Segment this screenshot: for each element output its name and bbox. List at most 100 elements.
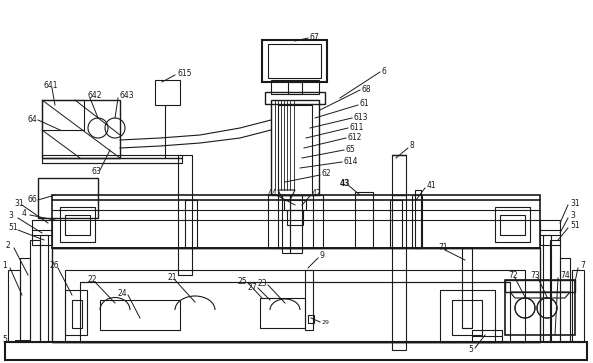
Bar: [42, 155, 182, 163]
Bar: [412, 195, 422, 248]
Text: 72: 72: [508, 270, 518, 280]
Text: 68: 68: [362, 85, 372, 94]
Text: 611: 611: [350, 122, 364, 131]
Bar: [271, 80, 319, 94]
Text: 43: 43: [340, 179, 350, 188]
Bar: [278, 105, 312, 195]
Text: 643: 643: [120, 90, 135, 99]
Text: 3: 3: [8, 212, 13, 220]
Text: 31: 31: [570, 199, 579, 208]
Bar: [268, 44, 321, 78]
Bar: [60, 207, 95, 242]
Bar: [290, 195, 302, 253]
Bar: [30, 240, 40, 342]
Bar: [500, 215, 525, 235]
Text: 613: 613: [354, 113, 368, 122]
Bar: [390, 200, 402, 248]
Text: 63: 63: [92, 167, 102, 176]
Text: 41: 41: [427, 182, 436, 191]
Bar: [262, 40, 327, 82]
Text: 65: 65: [346, 144, 356, 154]
Bar: [8, 270, 20, 342]
Text: 51: 51: [8, 224, 18, 232]
Bar: [543, 235, 551, 342]
Text: 641: 641: [44, 82, 59, 90]
Bar: [32, 220, 52, 245]
Text: 73: 73: [530, 270, 540, 280]
Bar: [40, 235, 48, 342]
Bar: [550, 240, 560, 342]
Text: 66: 66: [28, 196, 38, 204]
Text: 5: 5: [468, 346, 473, 355]
Bar: [308, 315, 314, 323]
Bar: [42, 100, 120, 158]
Text: 5: 5: [2, 335, 7, 344]
Bar: [495, 207, 530, 242]
Bar: [42, 100, 84, 130]
Text: 615: 615: [177, 69, 192, 78]
Text: 64: 64: [28, 114, 38, 123]
Text: 26: 26: [50, 261, 60, 269]
Text: 25: 25: [237, 277, 247, 286]
Text: 51: 51: [570, 221, 579, 231]
Bar: [440, 290, 495, 342]
Text: 642: 642: [87, 90, 101, 99]
Text: 9: 9: [320, 252, 325, 261]
Bar: [452, 300, 482, 335]
Text: 6: 6: [382, 66, 387, 76]
Text: 27: 27: [247, 282, 257, 291]
Text: 42: 42: [312, 189, 321, 199]
Bar: [265, 92, 325, 104]
Bar: [355, 192, 373, 248]
Bar: [282, 195, 290, 253]
Bar: [185, 200, 197, 248]
Bar: [278, 195, 313, 248]
Text: 24: 24: [118, 289, 127, 298]
Bar: [5, 342, 587, 360]
Text: 612: 612: [348, 132, 362, 142]
Text: 3: 3: [570, 212, 575, 220]
Bar: [178, 155, 192, 275]
Bar: [572, 270, 584, 342]
Text: 71: 71: [438, 244, 448, 253]
Bar: [100, 300, 180, 330]
Bar: [540, 220, 560, 245]
Bar: [80, 282, 510, 342]
Bar: [505, 280, 575, 335]
Bar: [288, 82, 302, 94]
Bar: [415, 190, 421, 248]
Text: 61: 61: [360, 99, 369, 109]
Text: 614: 614: [344, 156, 359, 166]
Bar: [52, 195, 540, 248]
Text: 23: 23: [258, 278, 267, 287]
Bar: [65, 215, 90, 235]
Text: 7: 7: [580, 261, 585, 269]
Text: 67: 67: [309, 33, 319, 41]
Text: 22: 22: [88, 276, 97, 285]
Text: 4: 4: [22, 208, 27, 217]
Bar: [271, 100, 319, 195]
Bar: [260, 298, 305, 328]
Bar: [65, 290, 87, 335]
Bar: [287, 210, 303, 225]
Bar: [392, 155, 406, 350]
Text: 8: 8: [410, 142, 415, 151]
Bar: [268, 195, 323, 248]
Bar: [38, 178, 98, 218]
Text: 29: 29: [322, 319, 330, 325]
Bar: [305, 270, 313, 330]
Bar: [284, 200, 306, 210]
Bar: [560, 258, 570, 342]
Text: 62: 62: [322, 170, 331, 179]
Text: 1: 1: [2, 261, 7, 270]
Text: 31: 31: [14, 199, 24, 208]
Bar: [65, 270, 525, 342]
Text: 74: 74: [560, 270, 570, 280]
Bar: [20, 258, 30, 342]
Bar: [72, 300, 82, 328]
Bar: [462, 248, 472, 328]
Bar: [155, 80, 180, 105]
Bar: [472, 330, 502, 342]
Bar: [505, 280, 575, 292]
Bar: [52, 248, 540, 342]
